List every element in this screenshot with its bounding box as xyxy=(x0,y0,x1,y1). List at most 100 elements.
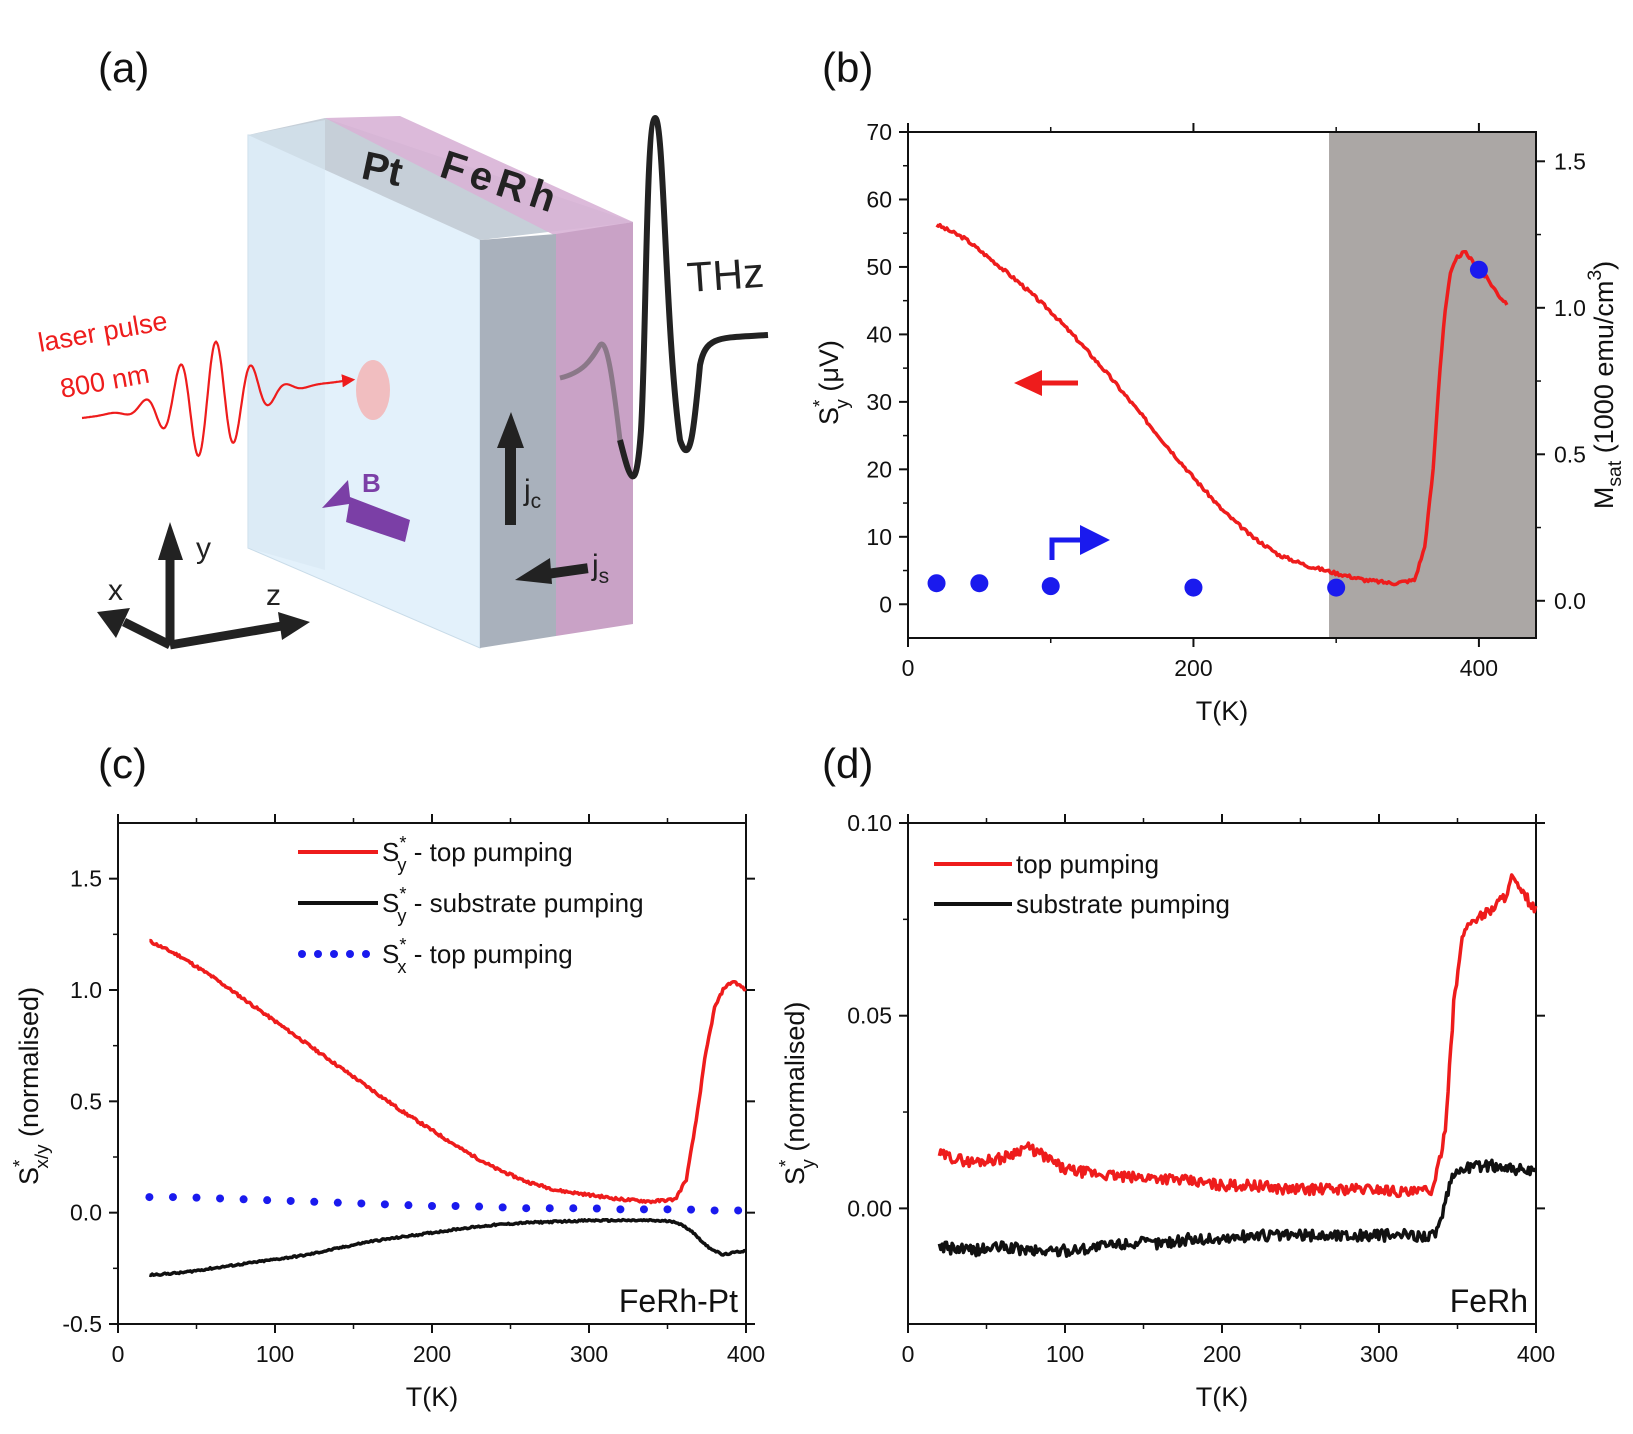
x-axis-label: T(K) xyxy=(1196,696,1248,726)
label-pt: Pt xyxy=(358,144,406,195)
sy-top-pumping-line xyxy=(149,938,747,1205)
x-tick-label: 400 xyxy=(1517,1341,1555,1367)
sx-top-pumping-dot xyxy=(687,1205,696,1214)
y-axis-label-left-text-main: S xyxy=(814,407,844,425)
y-tick-label: 0.5 xyxy=(70,1088,102,1114)
x-tick-label: 400 xyxy=(727,1341,765,1367)
x-tick-label: 200 xyxy=(1203,1341,1241,1367)
msat-point xyxy=(1327,578,1346,597)
sx-top-pumping-dot xyxy=(639,1205,648,1214)
legend-label-c: S* y - substrate pumping xyxy=(382,884,644,926)
label-laser-pulse: laser pulse xyxy=(36,306,170,358)
y-axis-label-d-text-rest: (normalised) xyxy=(780,1002,810,1160)
sy-curve-red xyxy=(935,222,1509,587)
x-tick-label: 200 xyxy=(1174,655,1212,681)
right-y-tick-label: 0.0 xyxy=(1554,588,1586,614)
legend-label-c-sub: y xyxy=(397,906,407,926)
laser-spot xyxy=(356,360,390,420)
panel-label-d: (d) xyxy=(822,740,873,787)
chart-c: (c) 0 100 200 300 400-0.50.00.51.01.5T(K)S*x… xyxy=(10,740,765,1412)
sx-top-pumping-dot xyxy=(475,1202,484,1211)
axis-label-y: y xyxy=(196,532,211,565)
sx-top-pumping-dot xyxy=(428,1201,436,1210)
y-axis-label-left: S*y (μV) xyxy=(810,340,853,425)
sx-top-pumping-dot xyxy=(168,1193,177,1202)
plot-frame xyxy=(907,131,1537,639)
top-pumping-line xyxy=(937,873,1538,1199)
sx-top-pumping-dot xyxy=(710,1206,719,1215)
y-tick-label: -0.5 xyxy=(62,1311,102,1337)
b-field-arrow xyxy=(322,480,410,542)
y-axis-label-left-text-star: * xyxy=(810,399,831,407)
y-tick-label: 1.0 xyxy=(70,977,102,1003)
legend-label-c-star: * xyxy=(399,833,406,853)
sx-top-pumping-dot xyxy=(522,1204,531,1213)
ylab-r-main: (1000 emu/cm xyxy=(1589,281,1619,461)
y-axis-label-d-text: S*y (normalised) xyxy=(776,1002,819,1185)
msat-point xyxy=(1184,578,1203,597)
thz-waveform-hidden xyxy=(559,341,623,441)
sx-top-pumping-dot xyxy=(310,1197,319,1206)
legend-label-c-star: * xyxy=(399,884,406,904)
sx-top-pumping-dot xyxy=(145,1193,154,1202)
y-axis-label-left-text-rest: (μV) xyxy=(814,340,844,399)
x-tick-label: 0 xyxy=(112,1341,125,1367)
legend-label-c-main: S xyxy=(382,837,399,867)
sx-top-pumping-dot xyxy=(616,1205,625,1214)
right-y-tick-label: 0.5 xyxy=(1554,441,1586,467)
legend-label-d: top pumping xyxy=(1016,849,1159,879)
y-axis-label-c-text: S*x/y (normalised) xyxy=(10,987,53,1185)
y-axis-label-d: S*y (normalised) xyxy=(776,1002,819,1185)
y-axis-label-c-text-sub: x/y xyxy=(32,1144,53,1169)
sx-top-pumping-dot xyxy=(592,1204,601,1213)
right-y-tick-label: 1.5 xyxy=(1554,148,1586,174)
sx-top-pumping-dot xyxy=(451,1201,460,1210)
right-axis-arrow xyxy=(1049,537,1085,560)
y-tick-label: 0 xyxy=(879,591,892,617)
ylab-r-sub: sat xyxy=(1604,460,1626,487)
sx-top-pumping-dot xyxy=(380,1200,389,1209)
sx-top-pumping-dot xyxy=(545,1204,554,1213)
substrate-pumping-line xyxy=(937,1158,1538,1258)
panel-label-a: (a) xyxy=(98,44,149,91)
y-tick-label: 30 xyxy=(866,389,892,415)
msat-point xyxy=(970,574,989,593)
chart-d: (d) 0 100 200 300 400 0.00 0.05 0.10 T(K) S*y (no… xyxy=(776,740,1555,1412)
y-tick-label: 20 xyxy=(866,456,892,482)
legend-label-c-rest: - top pumping xyxy=(407,939,573,969)
legend-d: top pumping substrate pumping xyxy=(934,849,1230,919)
shaded-region xyxy=(1329,132,1536,638)
ferh-top-face xyxy=(325,116,633,236)
y-tick-label: 10 xyxy=(866,524,892,550)
label-jc: jc xyxy=(523,474,541,513)
label-thz: THz xyxy=(685,249,765,301)
legend-label-c: S* y - top pumping xyxy=(382,833,573,875)
sx-top-pumping-dot xyxy=(216,1194,225,1203)
y-axis-label-d-text-star: * xyxy=(776,1159,797,1167)
legend-label-c-sub: x xyxy=(397,957,406,977)
x-tick-label: 0 xyxy=(902,655,915,681)
ylab-r-sup: 3 xyxy=(1584,270,1606,281)
legend-label-c: S* x - top pumping xyxy=(382,935,573,977)
y-tick-label: 0.00 xyxy=(847,1195,892,1221)
sx-top-pumping-dot xyxy=(286,1196,295,1205)
legend-swatch-dot xyxy=(346,950,354,958)
legend-swatch-dot xyxy=(314,950,322,958)
sx-top-pumping-dot xyxy=(663,1205,672,1214)
x-tick-label: 100 xyxy=(256,1341,294,1367)
axis-label-x: x xyxy=(108,574,123,607)
ylab-r-m: M xyxy=(1589,487,1619,510)
y-axis-label-c: S*x/y (normalised) xyxy=(10,987,53,1185)
sx-top-pumping-dot xyxy=(569,1204,578,1213)
y-tick-label: 1.5 xyxy=(70,866,102,892)
y-tick-label: 50 xyxy=(866,254,892,280)
x-tick-label: 100 xyxy=(1046,1341,1084,1367)
y-axis-label-d-text-sub: y xyxy=(798,1159,819,1169)
legend-swatch-dot xyxy=(362,950,370,958)
panel-label-c: (c) xyxy=(98,740,147,787)
legend-label-c-main: S xyxy=(382,939,399,969)
sample-label-c: FeRh-Pt xyxy=(619,1283,738,1319)
sx-top-pumping-dot xyxy=(404,1201,413,1210)
label-laser-wavelength: 800 nm xyxy=(58,359,152,404)
